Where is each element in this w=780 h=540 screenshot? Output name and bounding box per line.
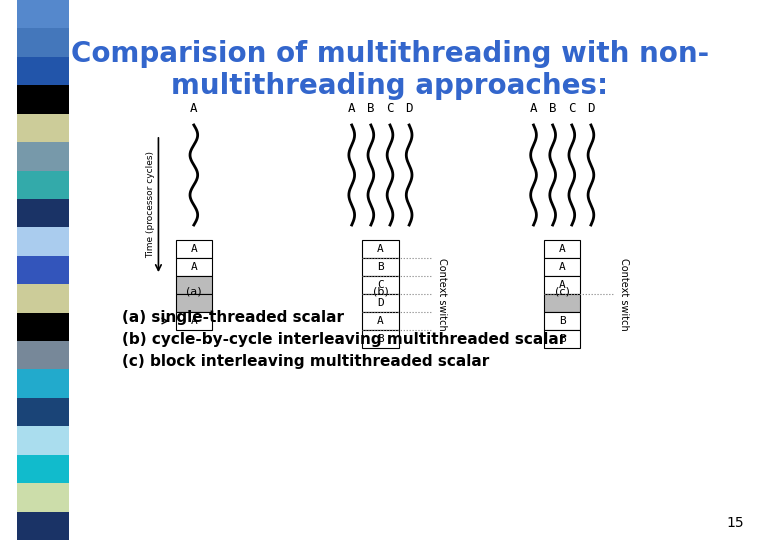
Text: (c): (c) <box>555 287 569 297</box>
Text: D: D <box>406 102 413 115</box>
FancyBboxPatch shape <box>17 483 69 511</box>
Text: A: A <box>377 316 384 326</box>
FancyBboxPatch shape <box>17 256 69 284</box>
Text: B: B <box>377 334 384 344</box>
Text: (b): (b) <box>373 287 388 297</box>
FancyBboxPatch shape <box>17 284 69 313</box>
Text: C: C <box>377 280 384 290</box>
Text: B: B <box>558 334 566 344</box>
FancyBboxPatch shape <box>17 511 69 540</box>
FancyBboxPatch shape <box>17 398 69 426</box>
FancyBboxPatch shape <box>17 369 69 398</box>
FancyBboxPatch shape <box>362 294 399 312</box>
FancyBboxPatch shape <box>17 341 69 369</box>
FancyBboxPatch shape <box>544 312 580 330</box>
Text: A: A <box>190 102 197 115</box>
Text: (a) single-threaded scalar: (a) single-threaded scalar <box>122 310 344 325</box>
Text: Comparision of multithreading with non-
multithreading approaches:: Comparision of multithreading with non- … <box>71 40 709 100</box>
FancyBboxPatch shape <box>17 0 69 29</box>
FancyBboxPatch shape <box>17 114 69 142</box>
FancyBboxPatch shape <box>176 276 212 294</box>
Text: A: A <box>377 244 384 254</box>
Text: B: B <box>367 102 374 115</box>
Text: (a): (a) <box>186 287 202 297</box>
Text: A: A <box>558 280 566 290</box>
FancyBboxPatch shape <box>362 330 399 348</box>
FancyBboxPatch shape <box>17 227 69 256</box>
Text: A: A <box>190 244 197 254</box>
FancyBboxPatch shape <box>544 294 580 312</box>
FancyBboxPatch shape <box>362 240 399 258</box>
Text: D: D <box>587 102 594 115</box>
Text: (c) block interleaving multithreaded scalar: (c) block interleaving multithreaded sca… <box>122 354 489 369</box>
FancyBboxPatch shape <box>176 312 212 330</box>
Text: A: A <box>558 244 566 254</box>
FancyBboxPatch shape <box>544 276 580 294</box>
Text: B: B <box>558 316 566 326</box>
Text: Time (processor cycles): Time (processor cycles) <box>147 152 155 259</box>
FancyBboxPatch shape <box>17 57 69 85</box>
FancyBboxPatch shape <box>544 258 580 276</box>
Text: 15: 15 <box>726 516 744 530</box>
FancyBboxPatch shape <box>17 142 69 171</box>
Text: (b) cycle-by-cycle interleaving multithreaded scalar: (b) cycle-by-cycle interleaving multithr… <box>122 332 566 347</box>
Text: A: A <box>190 316 197 326</box>
FancyBboxPatch shape <box>362 312 399 330</box>
FancyBboxPatch shape <box>17 313 69 341</box>
Text: B: B <box>549 102 556 115</box>
Text: Context switch: Context switch <box>437 258 447 330</box>
FancyBboxPatch shape <box>17 29 69 57</box>
FancyBboxPatch shape <box>17 85 69 114</box>
FancyBboxPatch shape <box>17 455 69 483</box>
FancyBboxPatch shape <box>176 294 212 312</box>
Text: A: A <box>190 262 197 272</box>
FancyBboxPatch shape <box>544 240 580 258</box>
Text: A: A <box>348 102 356 115</box>
Text: C: C <box>386 102 394 115</box>
Text: A: A <box>558 262 566 272</box>
FancyBboxPatch shape <box>544 330 580 348</box>
Text: B: B <box>377 262 384 272</box>
FancyBboxPatch shape <box>176 258 212 276</box>
FancyBboxPatch shape <box>362 276 399 294</box>
Text: A: A <box>530 102 537 115</box>
FancyBboxPatch shape <box>362 258 399 276</box>
FancyBboxPatch shape <box>17 426 69 455</box>
Text: Context switch: Context switch <box>619 258 629 330</box>
FancyBboxPatch shape <box>17 199 69 227</box>
FancyBboxPatch shape <box>176 240 212 258</box>
Text: D: D <box>377 298 384 308</box>
FancyBboxPatch shape <box>17 171 69 199</box>
Text: C: C <box>568 102 576 115</box>
